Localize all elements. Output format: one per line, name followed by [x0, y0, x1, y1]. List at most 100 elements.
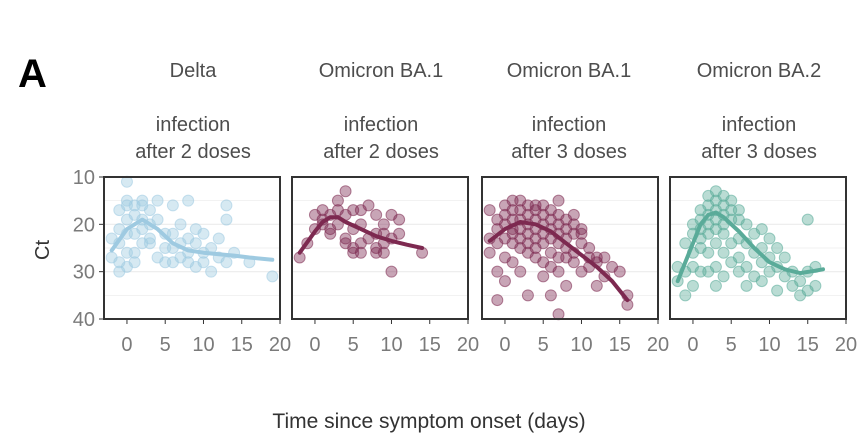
data-point — [377, 218, 390, 231]
data-point — [725, 194, 738, 207]
data-point — [679, 289, 692, 302]
data-point — [740, 260, 753, 273]
data-point — [220, 199, 233, 212]
data-point — [771, 242, 784, 254]
facet-title-line1: Omicron BA.2 — [696, 60, 822, 82]
x-tick-label: 5 — [348, 334, 359, 356]
data-point — [552, 194, 565, 207]
data-point — [567, 256, 580, 269]
data-point — [166, 227, 179, 240]
data-point — [182, 194, 195, 207]
data-point — [339, 185, 352, 198]
panel-frame — [481, 176, 659, 320]
data-point — [266, 270, 279, 283]
data-point — [128, 246, 141, 259]
data-point — [483, 204, 496, 217]
data-point — [385, 265, 398, 278]
data-point — [544, 289, 557, 302]
data-point — [763, 232, 776, 245]
data-point — [166, 199, 179, 212]
data-point — [567, 208, 580, 221]
x-tick-label: 20 — [835, 334, 857, 356]
data-point — [151, 194, 164, 207]
facet-title-line1: Omicron BA.1 — [318, 60, 444, 82]
data-point — [377, 246, 390, 259]
facet-title-3: Omicron BA.1 infection after 3 doses — [464, 58, 674, 166]
facet-title-line3: after 3 doses — [511, 141, 627, 163]
y-tick-label: 30 — [73, 262, 95, 284]
data-point — [732, 204, 745, 217]
y-tick-label: 20 — [73, 214, 95, 236]
y-axis-label: Ct — [32, 240, 54, 260]
data-point — [197, 256, 210, 269]
x-tick-label: 15 — [609, 334, 631, 356]
data-point — [778, 251, 791, 264]
y-tick-label: 40 — [73, 309, 95, 331]
x-tick-label: 10 — [380, 334, 402, 356]
x-tick-label: 20 — [457, 334, 479, 356]
x-tick-label: 0 — [121, 334, 132, 356]
facet-title-2: Omicron BA.1 infection after 2 doses — [276, 58, 486, 166]
facet-title-line2: infection — [721, 114, 797, 136]
data-point — [491, 294, 504, 307]
data-point — [151, 213, 164, 226]
facet-title-line1: Omicron BA.1 — [506, 60, 632, 82]
facet-title-line3: after 3 doses — [701, 141, 817, 163]
data-point — [560, 279, 573, 292]
smooth-line — [675, 210, 825, 284]
data-point — [732, 251, 745, 264]
data-point — [521, 289, 534, 302]
data-point — [740, 279, 753, 292]
smooth-line — [109, 217, 275, 262]
facet-title-line2: infection — [155, 114, 231, 136]
data-point — [143, 232, 156, 245]
data-point — [136, 194, 149, 207]
data-point — [809, 279, 822, 292]
x-tick-label: 15 — [231, 334, 253, 356]
x-tick-label: 20 — [269, 334, 291, 356]
x-tick-label: 10 — [758, 334, 780, 356]
data-point — [220, 256, 233, 269]
data-point — [575, 227, 588, 240]
data-point — [128, 256, 141, 269]
data-point — [801, 213, 814, 226]
x-tick-label: 15 — [797, 334, 819, 356]
data-point — [537, 270, 550, 283]
panel-frame — [291, 176, 469, 320]
x-tick-label: 10 — [192, 334, 214, 356]
data-point — [755, 275, 768, 288]
data-point — [552, 265, 565, 278]
smooth-line — [297, 215, 425, 255]
x-tick-label: 20 — [647, 334, 669, 356]
data-point — [794, 275, 807, 288]
data-point — [339, 232, 352, 245]
data-point — [205, 265, 218, 278]
data-point — [174, 218, 187, 231]
panel-frame — [669, 176, 847, 320]
x-tick-label: 5 — [726, 334, 737, 356]
data-point — [331, 194, 344, 207]
data-point — [709, 237, 722, 250]
x-tick-label: 0 — [687, 334, 698, 356]
data-point — [740, 218, 753, 231]
data-point — [679, 237, 692, 250]
data-point — [575, 223, 588, 236]
data-point — [717, 246, 730, 259]
x-tick-label: 5 — [538, 334, 549, 356]
facet-title-line2: infection — [531, 114, 607, 136]
data-point — [590, 279, 603, 292]
smooth-line — [487, 220, 630, 303]
data-point — [393, 213, 406, 226]
facet-title-line3: after 2 doses — [135, 141, 251, 163]
x-tick-label: 0 — [309, 334, 320, 356]
data-point — [370, 208, 383, 221]
facet-title-line3: after 2 doses — [323, 141, 439, 163]
data-point — [583, 242, 596, 254]
data-point — [354, 246, 367, 259]
data-point — [755, 223, 768, 236]
data-point — [771, 284, 784, 297]
data-point — [686, 279, 699, 292]
facet-title-1: Delta infection after 2 doses — [88, 58, 298, 166]
y-tick-label: 10 — [73, 167, 95, 189]
